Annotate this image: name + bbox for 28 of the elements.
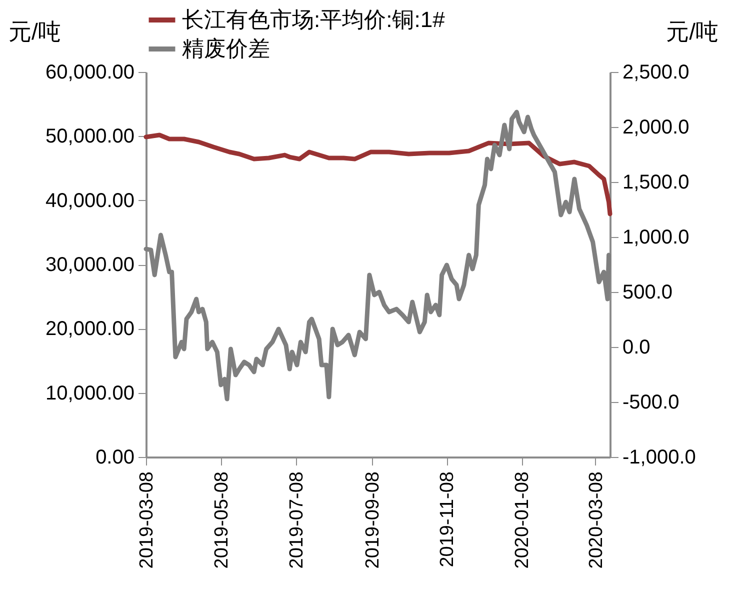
x-tick-label: 2019-09-08 xyxy=(362,472,384,569)
y-tick-label: 40,000.00 xyxy=(46,190,134,212)
line-series xyxy=(144,132,612,216)
y2-axis-title: 元/吨 xyxy=(666,18,718,44)
y2-tick-label: 0.0 xyxy=(622,336,650,358)
y-tick-label: 60,000.00 xyxy=(46,62,134,84)
y2-tick-label: -500.0 xyxy=(622,392,680,414)
x-tick-label: 2019-11-08 xyxy=(437,472,458,568)
y-tick-label: 50,000.00 xyxy=(46,126,134,148)
legend-label: 精废价差 xyxy=(182,36,270,61)
y2-tick-label: -1,000.0 xyxy=(622,446,696,468)
y-axis-title: 元/吨 xyxy=(8,18,61,44)
x-tick-label: 2019-05-08 xyxy=(211,472,232,569)
y2-tick-label: 1,000.0 xyxy=(622,226,690,248)
y2-tick-label: 500.0 xyxy=(622,282,673,304)
legend-label: 长江有色市场:平均价:铜:1# xyxy=(182,7,446,32)
y2-tick-label: 2,000.0 xyxy=(622,116,690,138)
y-tick-label: 20,000.00 xyxy=(46,318,134,340)
y-tick-label: 0.00 xyxy=(96,446,134,468)
x-tick-label: 2020-01-08 xyxy=(512,472,534,569)
y-tick-label: 30,000.00 xyxy=(46,254,134,276)
line-series xyxy=(144,110,612,402)
y2-tick-label: 2,500.0 xyxy=(622,62,690,84)
x-tick-label: 2020-03-08 xyxy=(586,472,607,569)
x-tick-label: 2019-03-08 xyxy=(136,472,158,569)
x-tick-label: 2019-07-08 xyxy=(286,472,308,569)
y-tick-label: 10,000.00 xyxy=(46,382,134,404)
y2-tick-label: 1,500.0 xyxy=(622,172,690,194)
